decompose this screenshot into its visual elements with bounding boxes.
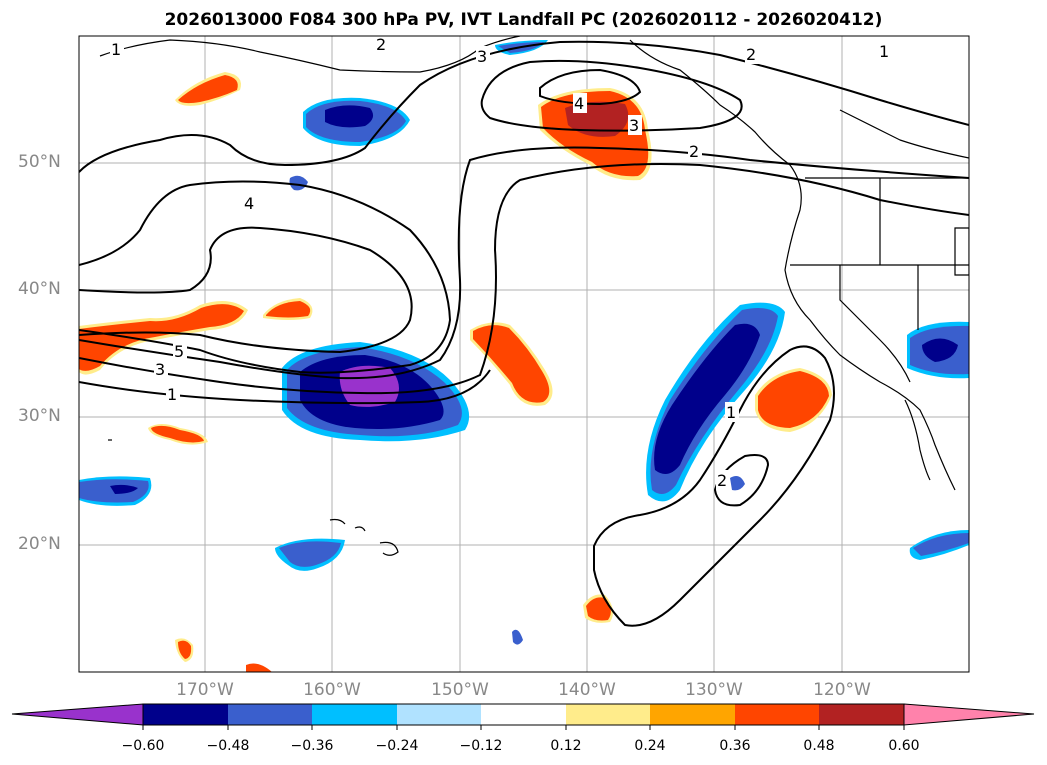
contour-label: 2 xyxy=(376,35,386,54)
contour-label: 5 xyxy=(174,342,184,361)
lon-label: 170°W xyxy=(176,680,234,700)
colorbar-segment xyxy=(735,704,819,725)
contour-label: 3 xyxy=(155,360,165,379)
colorbar-tick-label: 0.48 xyxy=(803,738,835,754)
colorbar-segment xyxy=(312,704,397,725)
lon-label: 140°W xyxy=(558,680,616,700)
contour-label: 1 xyxy=(879,42,889,61)
colorbar-segment xyxy=(228,704,312,725)
colorbar-segment xyxy=(650,704,735,725)
contour-label: 2 xyxy=(689,142,699,161)
colorbar-tick-label: 0.12 xyxy=(550,738,582,754)
colorbar-segment xyxy=(481,704,566,725)
lon-label: 120°W xyxy=(813,680,871,700)
contour-label: 1 xyxy=(167,385,177,404)
colorbar-tick-label: 0.60 xyxy=(888,738,920,754)
ivt-contours xyxy=(79,40,969,627)
lat-label: 50°N xyxy=(18,152,61,172)
colorbar-tick-label: −0.24 xyxy=(375,738,419,754)
colorbar-segment xyxy=(819,704,904,725)
colorbar xyxy=(11,703,1035,730)
pv-positive-anomalies xyxy=(79,72,832,672)
colorbar-tick-label: −0.36 xyxy=(290,738,334,754)
colorbar-segment xyxy=(566,704,650,725)
colorbar-tick-label: 0.36 xyxy=(719,738,751,754)
contour-label: 1 xyxy=(726,403,736,422)
lon-label: 160°W xyxy=(303,680,361,700)
contour-label: 2 xyxy=(746,45,756,64)
map-frame xyxy=(78,35,970,673)
contour-labels: 1 2 3 2 1 4 4 3 2 5 3 1 1 2 xyxy=(110,35,892,490)
lon-label: 130°W xyxy=(685,680,743,700)
colorbar-tick-label: −0.48 xyxy=(206,738,250,754)
colorbar-tick-label: 0.24 xyxy=(634,738,666,754)
lat-label: 40°N xyxy=(18,279,61,299)
colorbar-extend-low xyxy=(11,703,144,726)
lon-label: 150°W xyxy=(431,680,489,700)
lat-label: 30°N xyxy=(18,406,61,426)
colorbar-extend-high xyxy=(903,703,1035,726)
lat-label: 20°N xyxy=(18,534,61,554)
contour-label: 3 xyxy=(477,47,487,66)
coastlines xyxy=(99,36,969,556)
chart-title: 2026013000 F084 300 hPa PV, IVT Landfall… xyxy=(164,10,883,30)
colorbar-segment xyxy=(397,704,481,725)
contour-label: 4 xyxy=(574,94,584,113)
colorbar-segment xyxy=(143,704,228,725)
colorbar-tick-label: −0.60 xyxy=(121,738,165,754)
contour-label: 4 xyxy=(244,194,254,213)
contour-label: 1 xyxy=(111,40,121,59)
contour-label: 3 xyxy=(629,116,639,135)
contour-label: 2 xyxy=(717,471,727,490)
colorbar-tick-label: −0.12 xyxy=(459,738,503,754)
